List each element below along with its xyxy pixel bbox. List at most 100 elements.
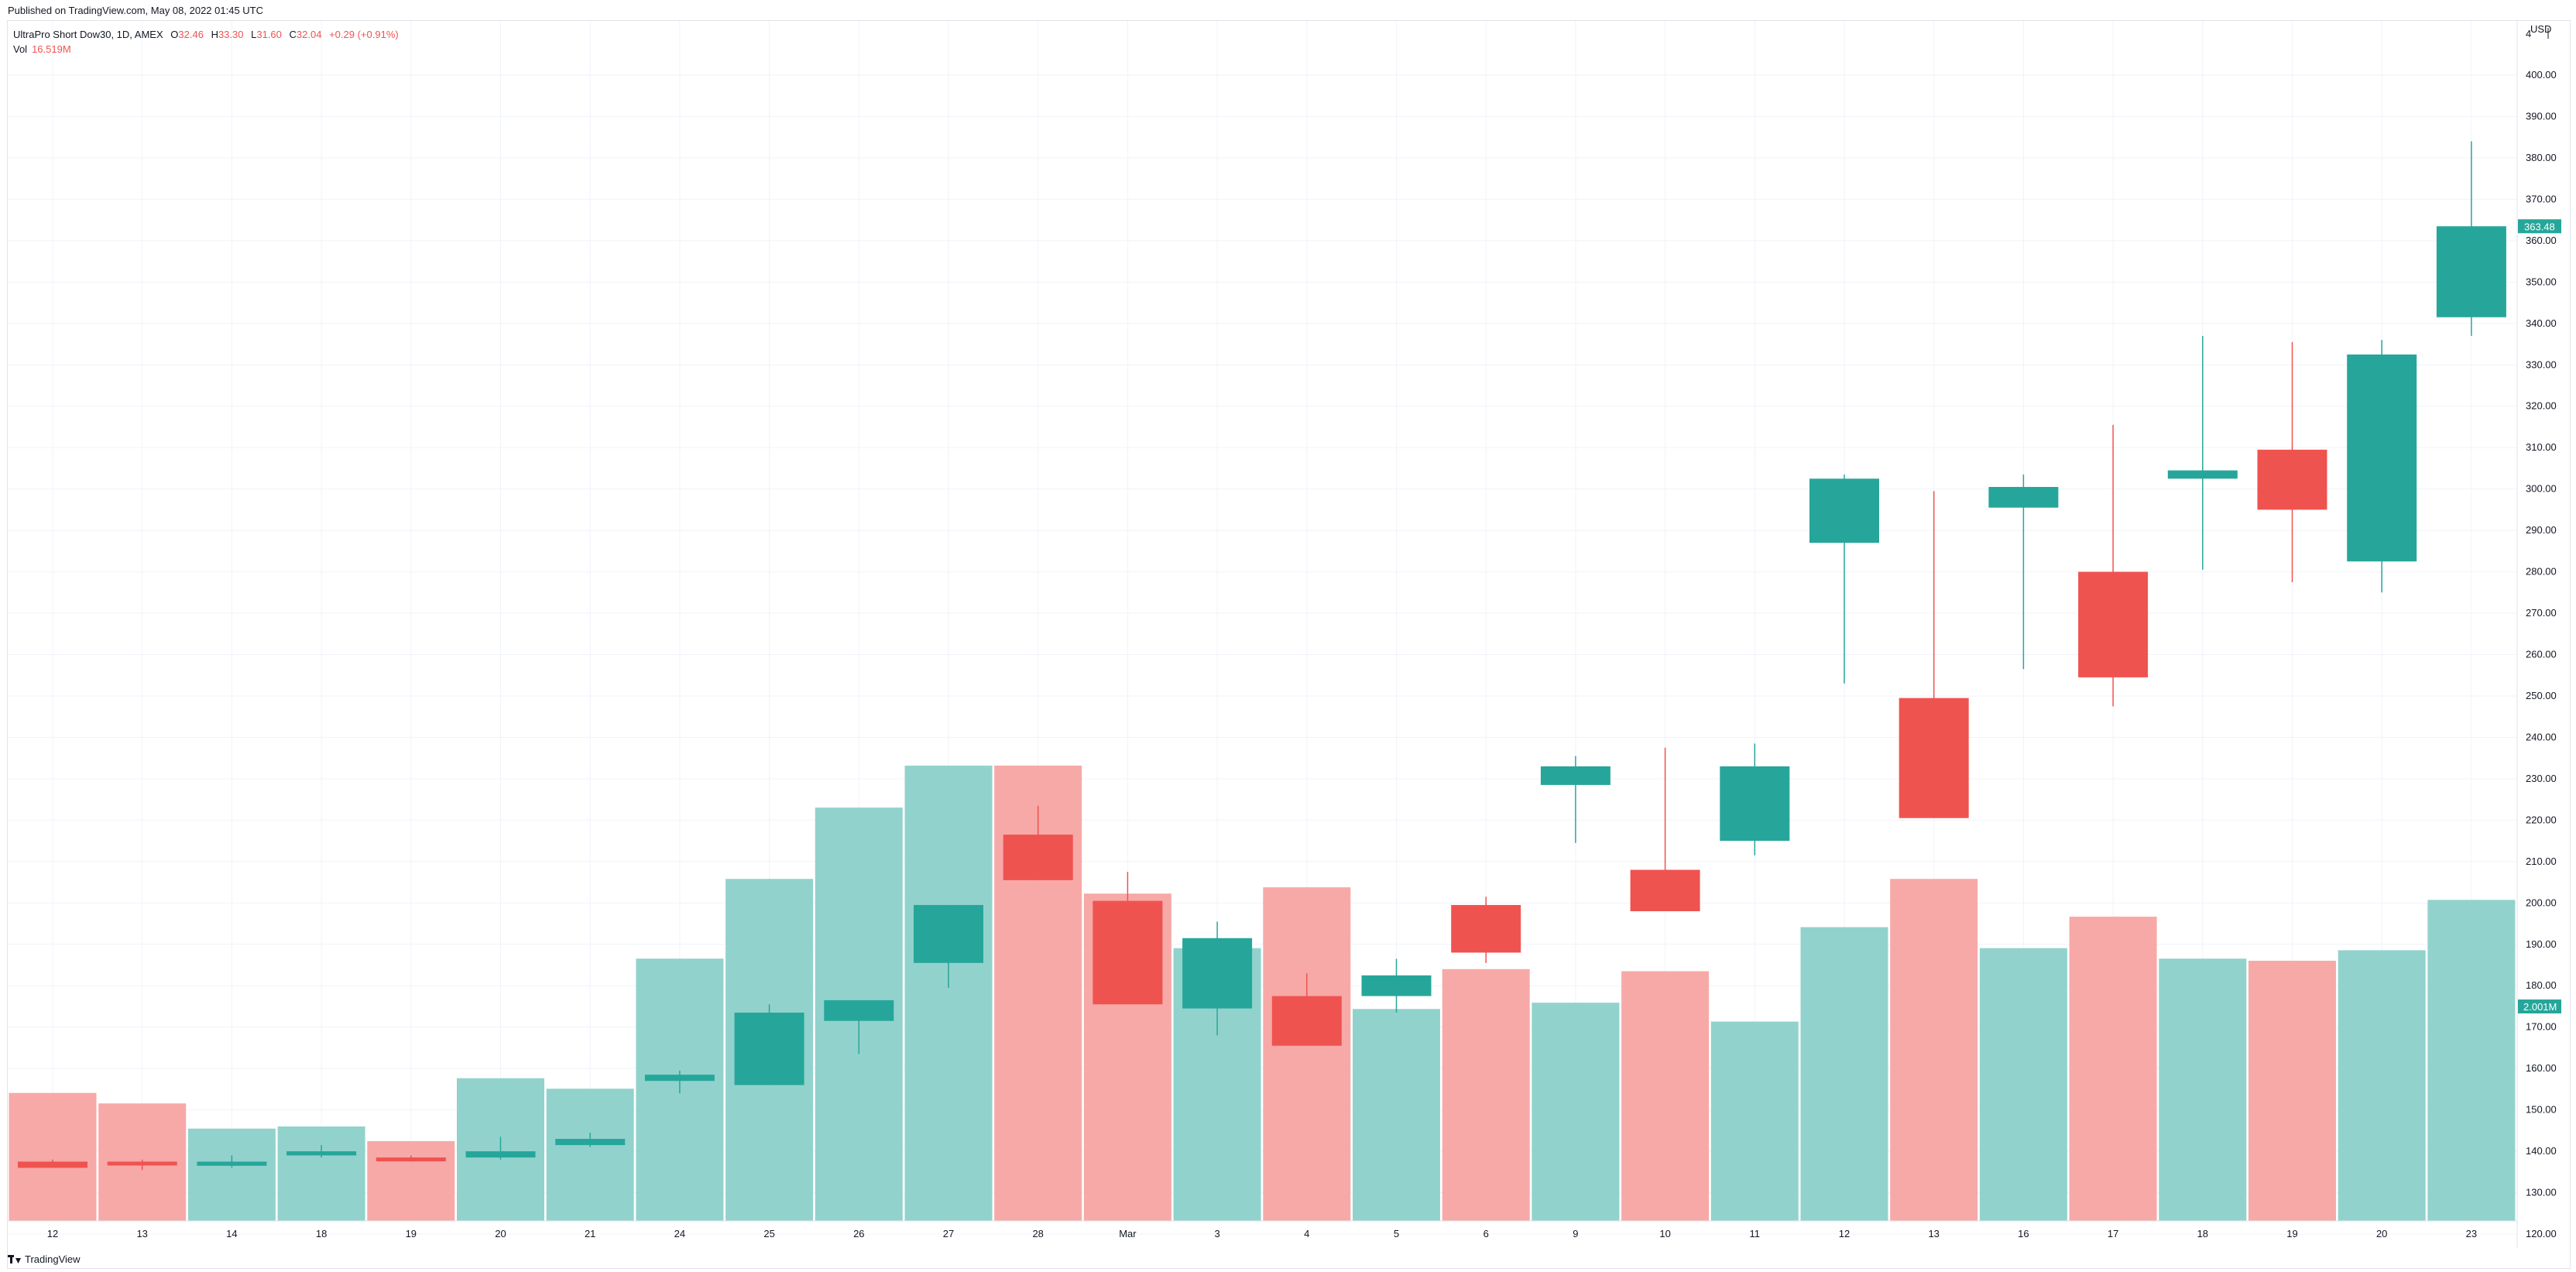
currency-label: USD [2530, 23, 2551, 35]
tradingview-logo-icon [8, 1255, 22, 1263]
y-tick-label: 270.00 [2526, 607, 2557, 619]
last-price-tag [2518, 219, 2561, 234]
chart-frame [7, 20, 2571, 1269]
x-tick-label: 9 [1573, 1228, 1578, 1239]
candle-body [465, 1151, 536, 1158]
y-tick-label: 340.00 [2526, 317, 2557, 329]
legend-change: +0.29 (+0.91%) [329, 29, 399, 40]
volume-bar [9, 1092, 97, 1221]
volume-bar [1263, 887, 1351, 1221]
x-tick-label: 11 [1750, 1228, 1761, 1239]
volume-bar [2338, 950, 2426, 1221]
y-tick-label: 240.00 [2526, 731, 2557, 742]
y-tick-label: 230.00 [2526, 773, 2557, 784]
y-tick-label: 140.00 [2526, 1145, 2557, 1157]
x-tick-label: Mar [1119, 1228, 1137, 1239]
x-tick-label: 17 [2108, 1228, 2118, 1239]
candle-body [1451, 904, 1521, 953]
y-tick-label: 150.00 [2526, 1104, 2557, 1116]
candle-body [824, 999, 894, 1021]
candle-body [1361, 975, 1432, 996]
y-tick-label: 280.00 [2526, 566, 2557, 578]
volume-bar [1621, 971, 1710, 1221]
time-axis: 12 13 14 18 19 20 21 24 25 26 27 28 Mar 3 4 5 6 9 10 11 12 13… [8, 1220, 2517, 1239]
volume-bar [1890, 879, 1978, 1221]
legend-symbol: UltraPro Short Dow30, 1D, AMEX [13, 29, 163, 40]
candle-body [18, 1161, 87, 1168]
candle-body [2167, 470, 2238, 479]
footer-brand: TradingView [25, 1253, 81, 1265]
legend-low-label: L [251, 29, 257, 40]
x-tick-label: 25 [763, 1228, 774, 1239]
legend-vol-label: Vol [13, 43, 28, 55]
y-tick-label: 160.00 [2526, 1062, 2557, 1074]
legend-close-label: C [289, 29, 297, 40]
candle-body [1271, 996, 1342, 1046]
x-tick-label: 10 [1659, 1228, 1670, 1239]
y-tick-label: 120.00 [2526, 1228, 2557, 1239]
y-tick-label: 380.00 [2526, 152, 2557, 163]
candle-body [1003, 835, 1073, 880]
x-tick-label: 23 [2466, 1228, 2477, 1239]
candle-body [2257, 449, 2327, 510]
x-tick-label: 13 [1928, 1228, 1939, 1239]
last-value-labels: 363.48 2.001M [2518, 219, 2561, 1013]
y-tick-label: 350.00 [2526, 276, 2557, 287]
y-tick-label: 370.00 [2526, 193, 2557, 204]
volume-bar [187, 1128, 276, 1221]
candle-body [1630, 869, 1700, 911]
y-tick-label: 260.00 [2526, 649, 2557, 660]
x-tick-label: 13 [136, 1228, 147, 1239]
x-tick-label: 19 [406, 1228, 417, 1239]
candle-body [2078, 571, 2149, 677]
last-price-label: 363.48 [2524, 221, 2555, 232]
legend-low: 31.60 [256, 29, 282, 40]
candle-body [2347, 354, 2417, 562]
chart-legend: UltraPro Short Dow30, 1D, AMEX O32.46 H3… [13, 27, 399, 57]
x-tick-label: 20 [495, 1228, 506, 1239]
candles [18, 141, 2506, 1171]
candle-body [644, 1075, 715, 1082]
volume-bar [367, 1141, 455, 1221]
legend-high-label: H [211, 29, 218, 40]
y-tick-label: 320.00 [2526, 400, 2557, 412]
x-tick-label: 16 [2018, 1228, 2029, 1239]
candle-body [914, 904, 983, 963]
candle-body [555, 1139, 626, 1146]
tradingview-footer: TradingView [8, 1253, 81, 1265]
volume-bar [904, 765, 993, 1221]
x-tick-label: 12 [1839, 1228, 1850, 1239]
y-tick-label: 130.00 [2526, 1187, 2557, 1198]
y-tick-label: 290.00 [2526, 524, 2557, 536]
x-tick-label: 20 [2376, 1228, 2387, 1239]
volume-bars [9, 765, 2516, 1221]
candle-body [107, 1161, 177, 1166]
x-tick-label: 19 [2286, 1228, 2297, 1239]
y-tick-label: 310.00 [2526, 441, 2557, 453]
y-tick-label: 330.00 [2526, 358, 2557, 370]
candle-body [1092, 900, 1163, 1005]
x-tick-label: 27 [943, 1228, 954, 1239]
published-text: Published on TradingView.com, May 08, 20… [8, 5, 264, 16]
candle-body [286, 1151, 357, 1156]
candle-body [1182, 938, 1253, 1009]
y-tick-label: 300.00 [2526, 483, 2557, 495]
published-caption: Published on TradingView.com, May 08, 20… [8, 5, 263, 16]
y-tick-label: 180.00 [2526, 979, 2557, 991]
y-tick-label: 400.00 [2526, 69, 2557, 81]
x-tick-label: 4 [1304, 1228, 1309, 1239]
legend-high: 33.30 [218, 29, 244, 40]
last-volume-tag [2518, 999, 2561, 1013]
candle-body [1540, 766, 1610, 785]
x-tick-label: 21 [585, 1228, 595, 1239]
candle-body [376, 1157, 446, 1162]
y-tick-label: 360.00 [2526, 235, 2557, 246]
volume-bar [2427, 900, 2516, 1221]
x-tick-label: 5 [1394, 1228, 1399, 1239]
candle-body [1988, 486, 2059, 508]
y-tick-label: 200.00 [2526, 897, 2557, 908]
x-tick-label: 18 [316, 1228, 327, 1239]
x-tick-label: 3 [1214, 1228, 1219, 1239]
x-tick-label: 24 [674, 1228, 685, 1239]
